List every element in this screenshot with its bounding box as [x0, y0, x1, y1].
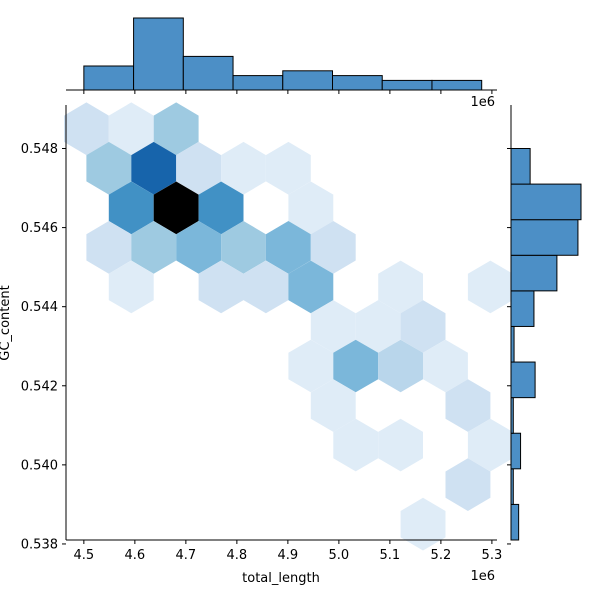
- x-tick-label: 5.0: [329, 548, 350, 563]
- hexbin-cell: [243, 260, 289, 314]
- x-tick-label: 4.9: [278, 548, 299, 563]
- top-hist-bar: [332, 75, 383, 91]
- x-tick-label: 4.5: [74, 548, 95, 563]
- hexbin-cell: [265, 221, 311, 274]
- x-ticks: 4.5 4.6 4.7 4.8 4.9 5.0 5.1 5.2 5.3: [74, 540, 503, 563]
- y-axis-label: GC_content: [0, 285, 13, 360]
- hexbin-cell: [221, 221, 266, 274]
- hexbin-cell: [176, 141, 222, 195]
- right-marginal-histogram: [507, 105, 582, 545]
- hexbin-cell: [108, 260, 154, 314]
- hexbin-cell: [153, 102, 199, 156]
- right-hist-bar: [510, 432, 522, 470]
- x-offset-text: 1e6: [470, 569, 495, 584]
- hexbin-cell: [153, 181, 199, 235]
- y-ticks: 0.538 0.540 0.542 0.544 0.546 0.548: [21, 142, 66, 552]
- right-hist-bar: [510, 361, 536, 399]
- hexbin-cell: [288, 339, 334, 393]
- hexbin-cell: [378, 418, 423, 472]
- hexbin-cell: [288, 181, 334, 235]
- y-tick-label: 0.540: [21, 458, 58, 473]
- hexbin-cell: [445, 379, 491, 432]
- hexbin-cell: [467, 418, 513, 472]
- top-hist-bar: [83, 65, 135, 91]
- hexbin-cell: [355, 300, 401, 353]
- y-tick-label: 0.544: [21, 300, 58, 315]
- x-tick-label: 4.6: [125, 548, 146, 563]
- top-offset-text: 1e6: [470, 95, 495, 110]
- hexbin-cell: [333, 339, 379, 393]
- hexbin-cell: [400, 300, 446, 353]
- hexbin-cell: [265, 141, 311, 195]
- hexbin-cell: [310, 300, 356, 353]
- hexbin-cell: [198, 181, 244, 235]
- hexbin-cell: [310, 221, 356, 274]
- top-hist-bar: [232, 75, 284, 91]
- x-tick-label: 5.1: [380, 548, 401, 563]
- hexbin-cell: [131, 141, 177, 195]
- hexbin-cell: [288, 260, 334, 314]
- hexbin-cell: [400, 497, 446, 551]
- hexbin-cell: [221, 141, 266, 195]
- right-hist-bar: [510, 254, 558, 292]
- top-hist-bar: [133, 17, 184, 91]
- x-axis-label: total_length: [242, 571, 320, 586]
- hexbin-layer: [64, 102, 513, 551]
- right-hist-bar: [510, 219, 579, 256]
- hexbin-cell: [198, 260, 244, 314]
- right-hist-bar: [510, 290, 535, 327]
- hexbin-cell: [378, 339, 423, 393]
- top-hist-bar: [431, 79, 483, 91]
- y-tick-label: 0.546: [21, 221, 58, 236]
- x-tick-label: 5.2: [431, 548, 452, 563]
- right-hist-bar: [510, 148, 531, 185]
- main-plot-area: 4.5 4.6 4.7 4.8 4.9 5.0 5.1 5.2 5.3 0.5380.5400.…: [0, 102, 513, 586]
- hexbin-cell: [467, 260, 513, 314]
- hexbin-cell: [64, 102, 109, 156]
- hexbin-cell: [131, 221, 177, 274]
- hexbin-cell: [378, 260, 423, 314]
- hexbin-cell: [176, 221, 222, 274]
- top-marginal-histogram: 1e6: [66, 17, 497, 110]
- hexbin-cell: [86, 221, 132, 274]
- x-tick-label: 5.3: [482, 548, 503, 563]
- y-tick-label: 0.542: [21, 379, 58, 394]
- hexbin-cell: [423, 339, 468, 393]
- right-hist-bar: [510, 183, 582, 221]
- top-hist-bar: [282, 70, 334, 91]
- right-hist-bar: [510, 503, 520, 541]
- hexbin-cell: [333, 418, 379, 472]
- hexbin-cell: [108, 181, 154, 235]
- x-tick-label: 4.8: [227, 548, 248, 563]
- top-hist-bar: [182, 55, 234, 91]
- hexbin-cell: [445, 458, 491, 511]
- y-tick-label: 0.538: [21, 537, 58, 552]
- x-tick-label: 4.7: [176, 548, 197, 563]
- hexbin-cell: [108, 102, 154, 156]
- y-tick-label: 0.548: [21, 142, 58, 157]
- hexbin-cell: [310, 379, 356, 432]
- top-hist-bar: [381, 79, 433, 91]
- hexbin-cell: [86, 141, 132, 195]
